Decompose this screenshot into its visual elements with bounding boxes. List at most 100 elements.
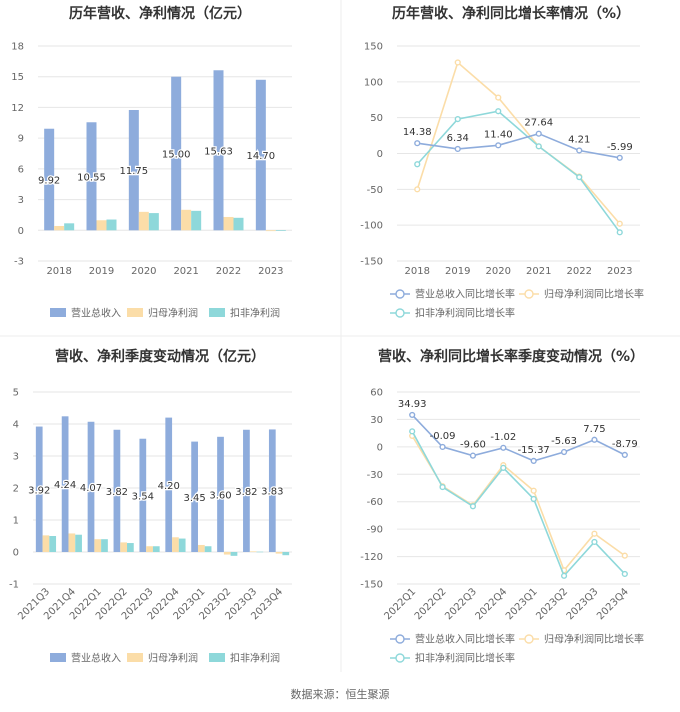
y-tick-label: 4 xyxy=(13,420,19,431)
bar-value-label: 14.70 xyxy=(247,151,276,162)
line-value-label: -1.02 xyxy=(490,432,516,443)
series-line-0 xyxy=(417,132,620,159)
x-tick-label: 2021 xyxy=(526,266,551,277)
y-tick-label: 2 xyxy=(13,484,19,495)
bar-revenue xyxy=(243,429,250,552)
bar-deducted-profit xyxy=(204,546,212,552)
chart-quarterly-amount: 营收、净利季度变动情况（亿元）-10123452021Q32021Q42022Q… xyxy=(9,348,292,665)
bar-value-label: 3.82 xyxy=(106,487,128,498)
legend-label: 归母净利润同比增长率 xyxy=(544,288,644,301)
line-value-label: 11.40 xyxy=(484,129,513,140)
bar-value-label: 15.63 xyxy=(204,146,233,157)
y-tick-label: 3 xyxy=(13,452,19,463)
line-value-label: 34.93 xyxy=(398,399,427,410)
x-tick-label: 2021 xyxy=(173,266,198,277)
legend-label: 扣非净利润同比增长率 xyxy=(415,307,515,320)
data-point xyxy=(530,457,537,465)
y-tick-label: -150 xyxy=(360,580,383,591)
line-value-label: -0.09 xyxy=(430,431,456,442)
bar-deducted-profit xyxy=(233,217,244,231)
bar-net-profit xyxy=(181,209,192,231)
data-point xyxy=(454,145,461,153)
x-tick-label: 2022Q1 xyxy=(382,586,418,622)
y-tick-label: -60 xyxy=(367,497,383,508)
y-tick-label: 150 xyxy=(364,42,383,53)
series-line-2 xyxy=(416,110,621,233)
bar-net-profit xyxy=(275,552,283,554)
bar-deducted-profit xyxy=(282,552,290,556)
bar-net-profit xyxy=(223,552,231,555)
legend-marker xyxy=(395,634,405,644)
bar-value-label: 9.92 xyxy=(38,176,60,187)
bar-value-label: 11.75 xyxy=(120,166,149,177)
bar-net-profit xyxy=(96,220,107,231)
line-value-label: -5.99 xyxy=(607,142,633,153)
data-point xyxy=(535,130,542,137)
line-value-label: 4.21 xyxy=(568,134,590,145)
bar-revenue xyxy=(217,436,224,552)
bar-net-profit xyxy=(54,225,65,231)
bar-deducted-profit xyxy=(75,534,82,552)
bar-value-label: 3.54 xyxy=(132,491,154,502)
x-tick-label: 2023 xyxy=(258,266,283,277)
bar-value-label: 3.45 xyxy=(183,493,205,504)
chart-title: 历年营收、净利同比增长率情况（%） xyxy=(392,5,630,22)
data-point xyxy=(560,572,568,579)
bar-value-label: 3.82 xyxy=(235,487,257,498)
y-tick-label: 15 xyxy=(11,72,24,83)
legend-label: 归母净利润 xyxy=(148,307,198,320)
legend-marker xyxy=(524,289,534,299)
data-point xyxy=(591,538,598,546)
y-tick-label: -30 xyxy=(367,470,383,481)
legend-swatch xyxy=(127,653,143,662)
y-tick-label: 60 xyxy=(370,388,383,399)
data-point xyxy=(621,451,628,458)
y-tick-label: -120 xyxy=(360,552,383,563)
y-tick-label: -100 xyxy=(360,221,383,232)
line-value-label: 7.75 xyxy=(583,424,605,435)
bar-revenue xyxy=(128,109,139,231)
bar-revenue xyxy=(87,421,95,552)
legend-label: 营业总收入 xyxy=(71,652,121,665)
data-point xyxy=(495,142,502,149)
bar-deducted-profit xyxy=(101,539,108,552)
data-point xyxy=(500,444,507,451)
legend-label: 扣非净利润同比增长率 xyxy=(415,652,515,665)
bar-deducted-profit xyxy=(127,543,134,552)
y-tick-label: -50 xyxy=(367,185,383,196)
data-point xyxy=(414,186,421,193)
bar-deducted-profit xyxy=(275,230,286,232)
bar-net-profit xyxy=(249,551,257,552)
bar-revenue xyxy=(86,122,97,231)
bar-value-label: 4.24 xyxy=(54,480,76,491)
data-point xyxy=(535,143,542,150)
y-tick-label: 0 xyxy=(377,149,383,160)
series-line-1 xyxy=(411,435,626,572)
series-line-0 xyxy=(411,414,626,462)
bar-net-profit xyxy=(42,535,50,552)
bar-net-profit xyxy=(146,546,153,552)
data-point xyxy=(409,428,416,435)
bar-deducted-profit xyxy=(148,213,159,231)
data-point xyxy=(576,174,583,181)
bar-value-label: 4.07 xyxy=(80,483,102,494)
x-tick-label: 2022Q3 xyxy=(443,586,479,622)
data-source-note: 数据来源：恒生聚源 xyxy=(290,688,390,701)
line-value-label: -8.79 xyxy=(612,439,638,450)
x-tick-label: 2022 xyxy=(216,266,241,277)
x-tick-label: 2022Q4 xyxy=(474,586,510,622)
chart-title: 历年营收、净利情况（亿元） xyxy=(69,5,251,22)
data-point xyxy=(560,448,568,456)
line-value-label: 27.64 xyxy=(524,118,553,129)
bar-revenue xyxy=(139,438,147,552)
legend-label: 归母净利润同比增长率 xyxy=(544,633,644,646)
data-point xyxy=(454,59,461,66)
legend-label: 扣非净利润 xyxy=(230,307,280,320)
bar-net-profit xyxy=(94,539,102,552)
y-tick-label: -150 xyxy=(360,257,383,268)
series-line-2 xyxy=(411,430,626,578)
data-point xyxy=(495,94,502,101)
y-tick-label: 12 xyxy=(11,103,24,114)
line-value-label: -5.63 xyxy=(551,436,577,447)
